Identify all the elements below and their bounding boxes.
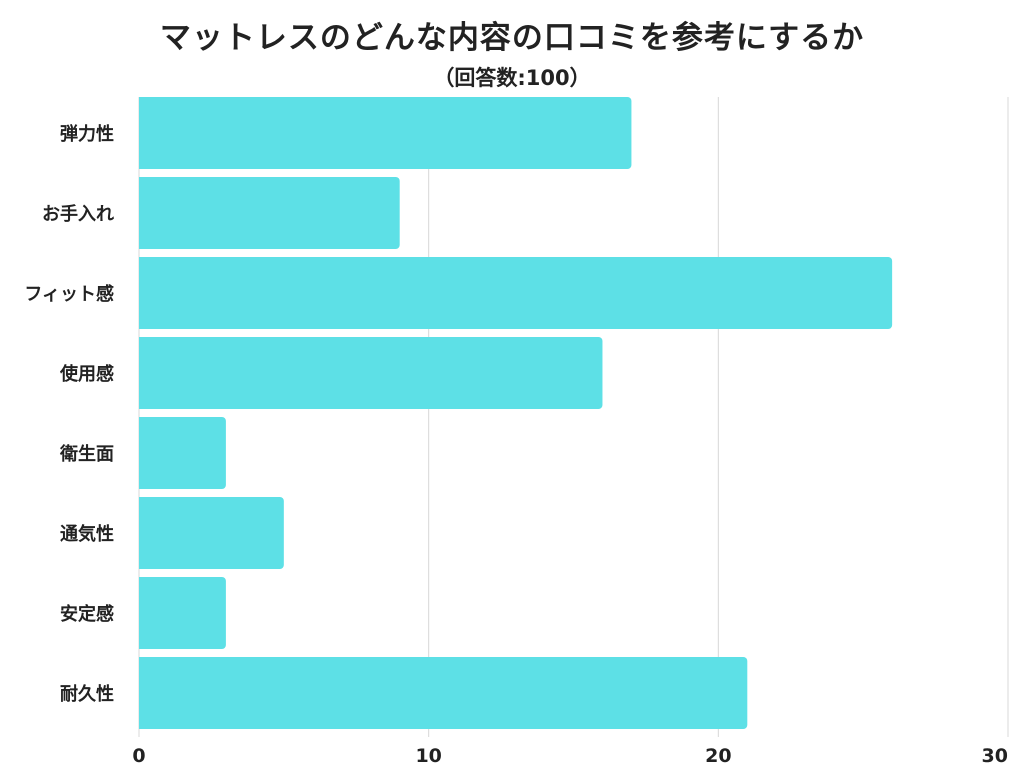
bar-edge bbox=[139, 417, 147, 489]
bar-2 bbox=[139, 177, 400, 249]
category-label: 通気性 bbox=[60, 523, 114, 545]
bar-edge bbox=[139, 257, 147, 329]
x-tick-label: 10 bbox=[415, 745, 441, 767]
chart-title: マットレスのどんな内容の口コミを参考にするか bbox=[159, 20, 865, 56]
bar-edge bbox=[139, 497, 147, 569]
category-label: 耐久性 bbox=[60, 683, 114, 705]
bar-edge bbox=[139, 337, 147, 409]
bar-edge bbox=[139, 657, 147, 729]
bar-edge bbox=[139, 97, 147, 169]
x-tick-label: 30 bbox=[982, 745, 1008, 767]
bars bbox=[139, 97, 893, 729]
bar-edge bbox=[139, 177, 147, 249]
bar-3 bbox=[139, 257, 893, 329]
category-label: フィット感 bbox=[24, 283, 114, 305]
category-label: 弾力性 bbox=[60, 123, 114, 145]
bar-edge bbox=[139, 577, 147, 649]
bar-6 bbox=[139, 497, 284, 569]
bar-1 bbox=[139, 97, 632, 169]
x-tick-label: 0 bbox=[132, 745, 145, 767]
chart-subtitle: （回答数:100） bbox=[433, 66, 591, 90]
category-label: お手入れ bbox=[42, 203, 114, 225]
bar-5 bbox=[139, 417, 226, 489]
x-tick-label: 20 bbox=[705, 745, 731, 767]
category-label: 使用感 bbox=[59, 363, 114, 385]
x-tick-labels: 0 10 20 30 bbox=[132, 745, 1008, 767]
category-label: 安定感 bbox=[60, 603, 114, 625]
category-label: 衛生面 bbox=[59, 443, 114, 465]
bar-4 bbox=[139, 337, 603, 409]
bar-7 bbox=[139, 577, 226, 649]
bar-8 bbox=[139, 657, 748, 729]
